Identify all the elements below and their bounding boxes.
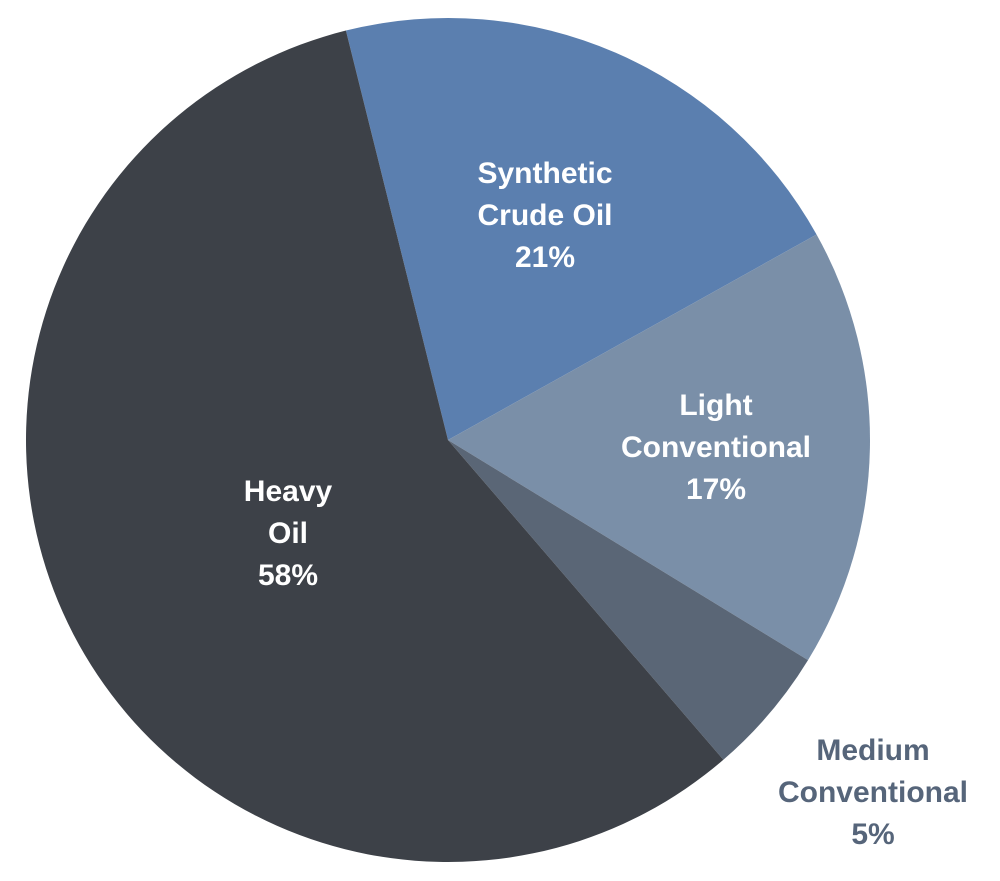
pie-slice <box>448 440 809 760</box>
slice-label: Synthetic Crude Oil 21% <box>477 157 612 274</box>
pie-slices <box>26 18 870 862</box>
slice-name-label: Light <box>679 389 752 422</box>
slice-value-label: 5% <box>851 818 894 851</box>
slice-label: Heavy Oil 58% <box>244 475 333 592</box>
slice-name-label: Medium <box>816 734 929 767</box>
pie-slice <box>26 30 724 862</box>
slice-value-label: 21% <box>515 241 575 274</box>
slice-label: Medium Conventional 5% <box>778 734 968 851</box>
slice-value-label: 17% <box>686 473 746 506</box>
slice-name-label: Heavy <box>244 475 333 508</box>
slice-name-label: Conventional <box>778 776 968 809</box>
pie-labels: Synthetic Crude Oil 21% Light Conventional 17… <box>244 157 968 851</box>
slice-name-label: Crude Oil <box>477 199 612 232</box>
slice-name-label: Synthetic <box>477 157 612 190</box>
slice-label: Light Conventional 17% <box>621 389 811 506</box>
pie-slice <box>448 234 870 661</box>
slice-name-label: Conventional <box>621 431 811 464</box>
pie-slice <box>345 18 817 441</box>
slice-value-label: 58% <box>258 559 318 592</box>
slice-name-label: Oil <box>268 517 308 550</box>
